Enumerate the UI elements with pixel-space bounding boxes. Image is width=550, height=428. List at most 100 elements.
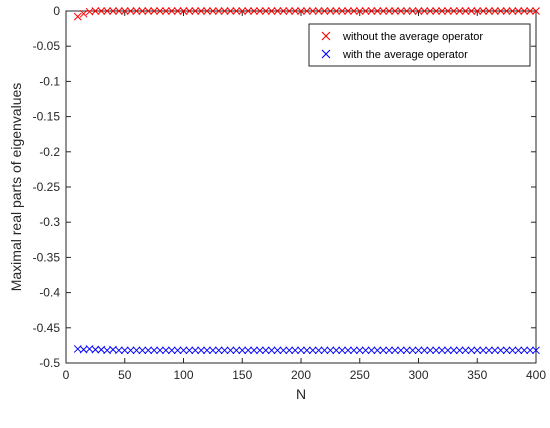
data-point [132,346,141,355]
data-point [191,7,200,15]
data-point [285,346,294,355]
y-tick-label: -0.2 [39,145,60,159]
data-point [226,7,235,15]
data-point [226,346,235,355]
data-point [103,7,111,15]
data-point [473,7,482,15]
x-tick-label: 250 [350,368,370,382]
x-axis-label: N [296,386,306,402]
data-point [379,7,388,15]
data-point [338,346,346,355]
data-point [308,346,317,355]
data-point [109,7,117,15]
data-point [508,7,517,15]
data-point [520,7,529,15]
data-point [214,346,223,355]
data-point [156,7,164,15]
data-point [220,7,229,15]
data-point [132,7,141,15]
legend: without the average operator with the ave… [308,23,531,67]
data-point [244,7,252,15]
data-point [191,346,200,355]
data-point [209,7,217,15]
data-point [367,7,376,15]
x-tick-label: 300 [408,368,428,382]
data-point [73,12,82,21]
data-point [126,346,135,355]
data-point [408,7,417,15]
data-point [261,346,270,355]
data-point [414,346,423,355]
data-point [467,346,476,355]
data-point [115,346,123,355]
data-point [355,346,364,355]
data-point [350,346,358,355]
y-tick-label: -0.1 [39,74,60,88]
data-point [432,346,440,355]
data-point [297,346,305,355]
data-point [167,346,176,355]
data-point [79,9,88,18]
data-point [185,7,194,15]
data-point [162,7,170,15]
data-point [485,7,493,15]
data-point [373,346,382,355]
data-point [285,7,294,15]
data-point [344,7,352,15]
data-point [320,7,329,15]
data-point [91,345,100,354]
data-point [326,7,335,15]
data-point [332,346,341,355]
data-point [379,346,388,355]
data-point [250,7,258,15]
data-point [367,346,376,355]
data-point [244,346,252,355]
data-point [197,7,205,15]
data-point [479,346,487,355]
data-point [397,7,405,15]
data-point [314,7,323,15]
data-point [326,346,335,355]
data-point [526,7,534,15]
x-tick-label: 400 [526,368,546,382]
data-point [361,346,370,355]
data-point [338,7,346,15]
data-point [461,346,470,355]
data-point [444,346,452,355]
data-point [332,7,341,15]
data-point [97,7,106,15]
data-point [444,7,452,15]
data-point [250,346,258,355]
data-point [420,7,429,15]
data-point [455,346,464,355]
data-point [256,346,264,355]
y-tick-label: -0.25 [33,180,61,194]
data-point [491,346,499,355]
data-point [420,346,429,355]
data-point [267,7,276,15]
data-point [402,346,411,355]
data-point [203,346,211,355]
data-point [185,346,194,355]
data-point [467,7,476,15]
data-point [91,7,100,15]
data-point [461,7,470,15]
data-point [308,7,317,15]
y-tick-label: -0.15 [33,110,61,124]
data-point [144,346,153,355]
data-point [391,346,399,355]
data-point [391,7,399,15]
data-point [320,346,329,355]
data-point [479,7,487,15]
y-tick-label: -0.5 [39,356,60,370]
legend-box [308,23,531,67]
data-point [485,346,493,355]
legend-label: without the average operator [342,31,483,43]
data-point [520,346,529,355]
legend-items: without the average operator with the ave… [321,31,483,61]
data-point [438,7,446,15]
x-tick-label: 150 [232,368,252,382]
data-point [426,346,435,355]
data-point [197,346,205,355]
